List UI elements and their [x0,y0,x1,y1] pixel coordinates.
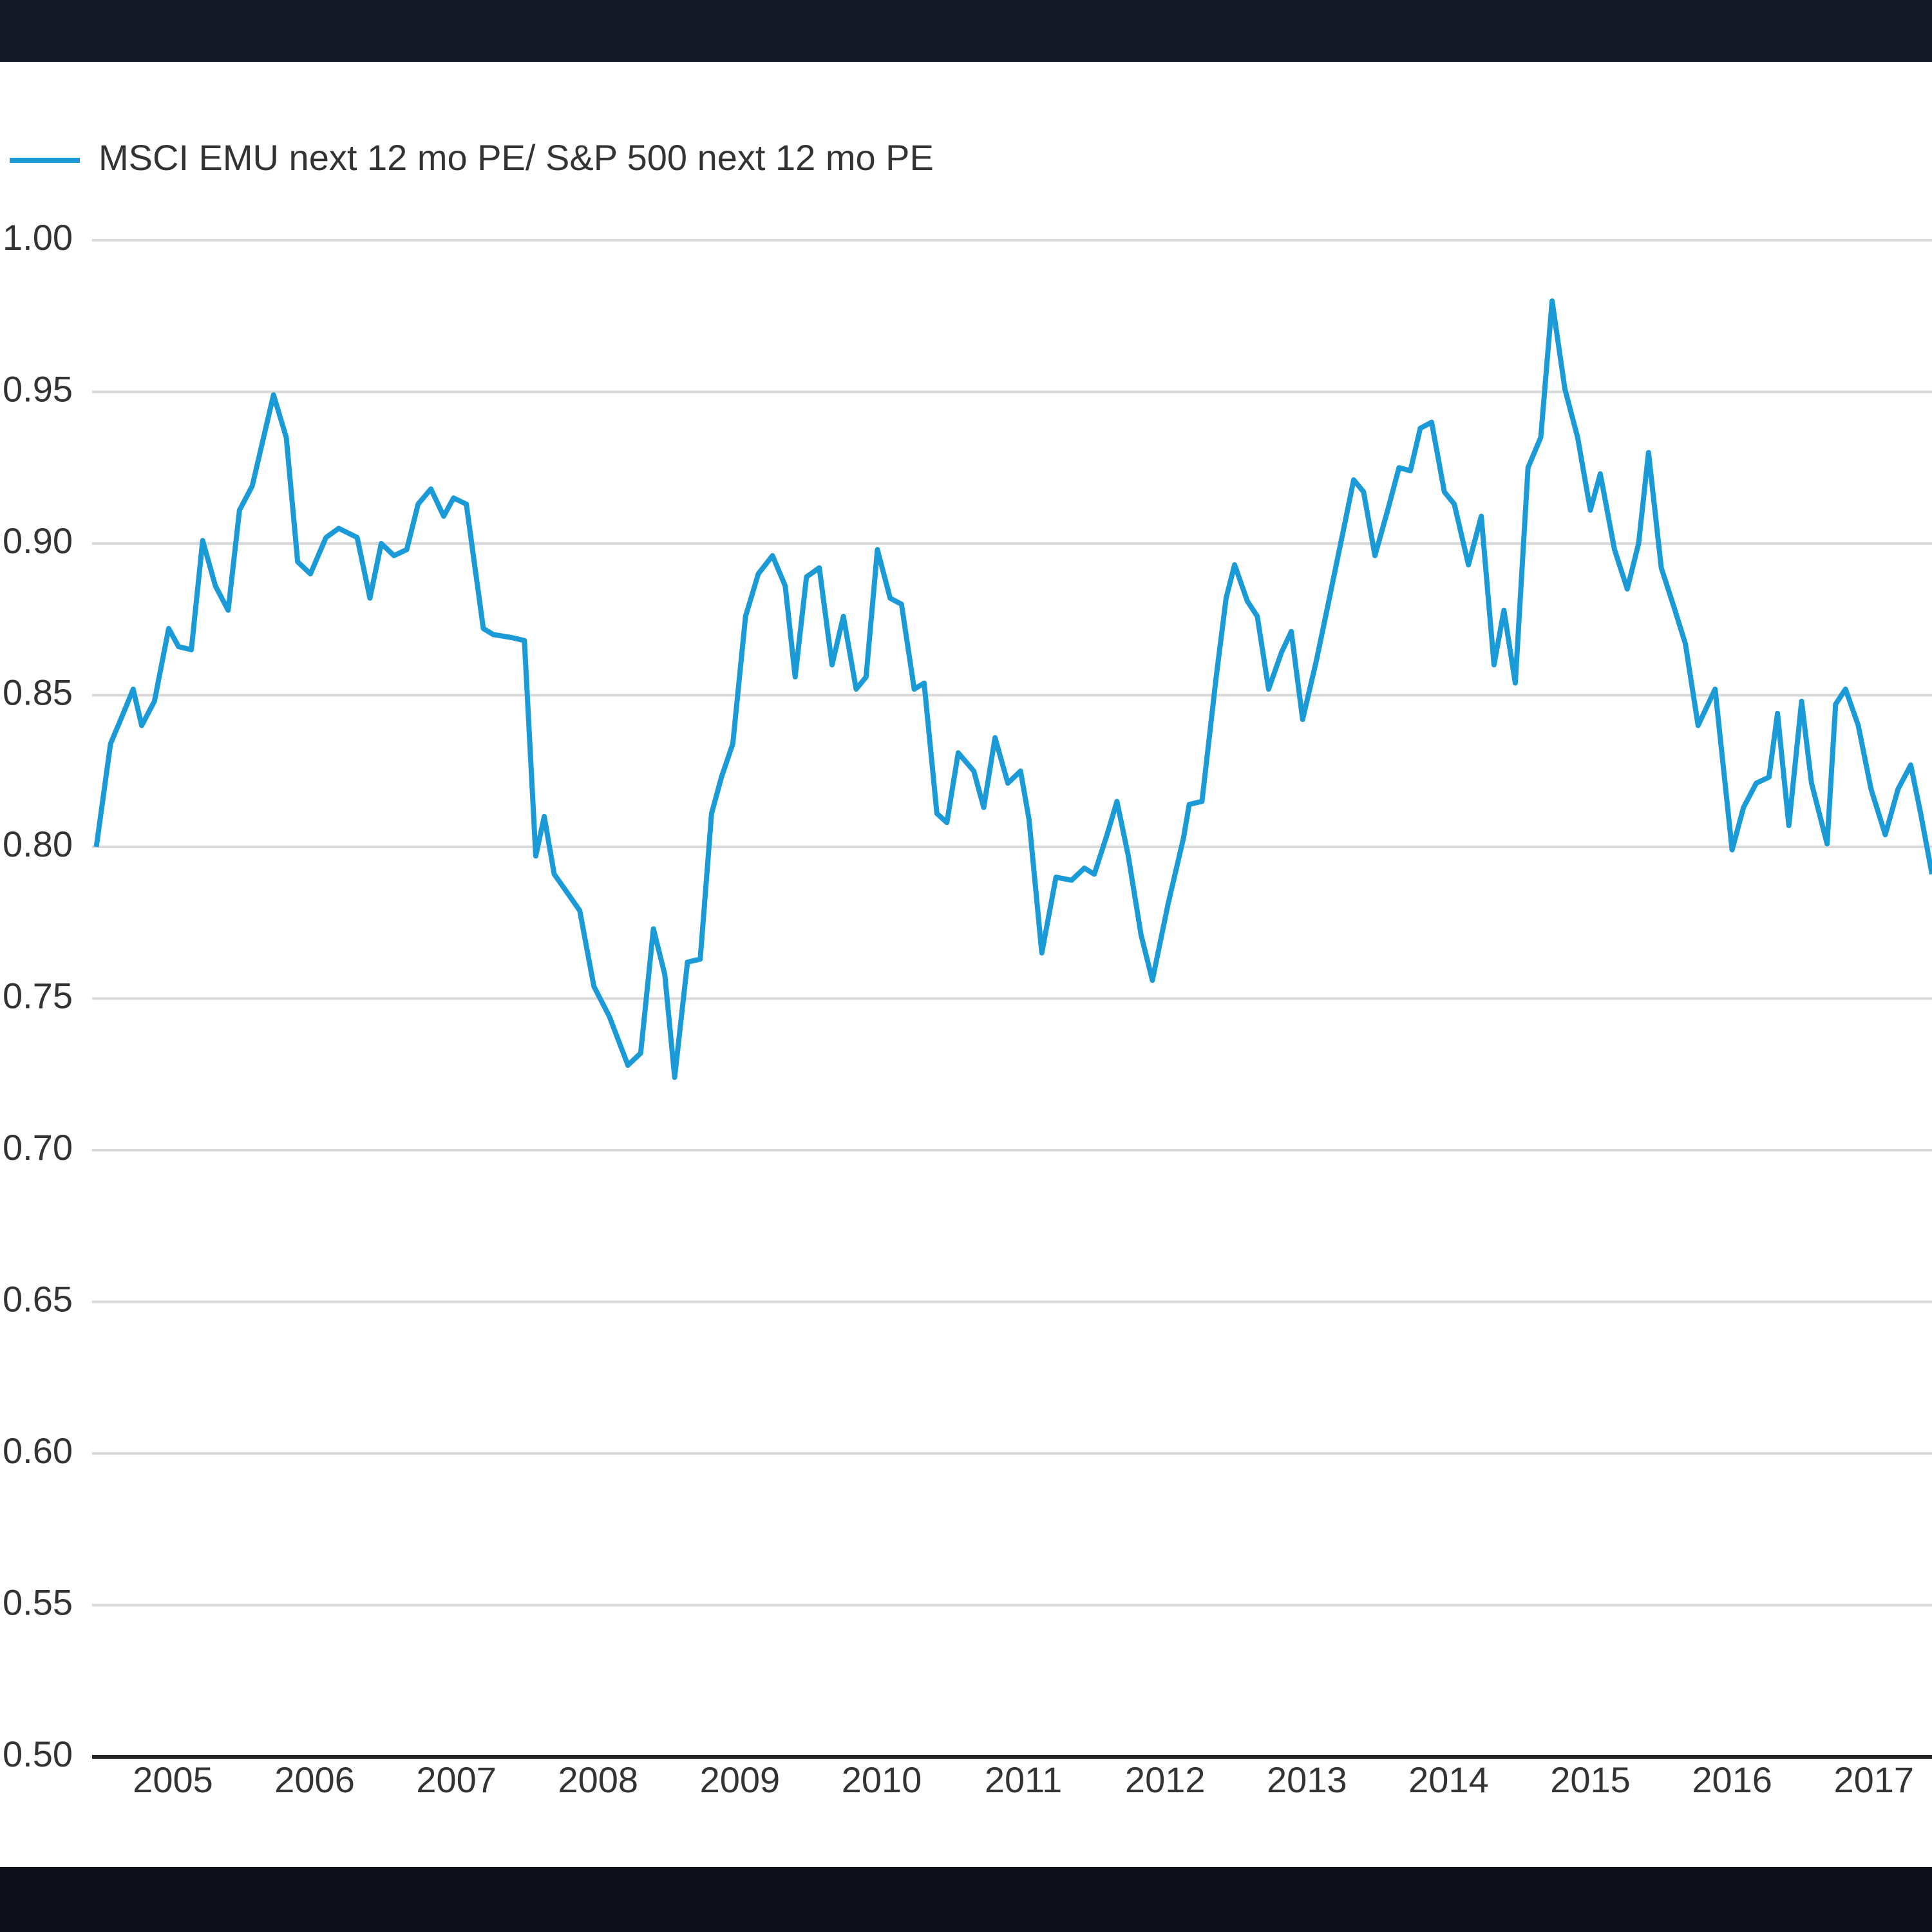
x-tick-label: 2014 [1408,1759,1489,1800]
x-tick-label: 2017 [1833,1759,1914,1800]
x-tick-label: 2010 [842,1759,922,1800]
x-tick-label: 2005 [133,1759,213,1800]
x-tick-label: 2011 [985,1759,1062,1800]
y-tick-label: 0.75 [3,975,73,1016]
x-tick-label: 2008 [558,1759,638,1800]
x-tick-label: 2015 [1550,1759,1631,1800]
y-tick-label: 1.00 [3,217,73,258]
series-line [93,298,1932,1080]
x-tick-label: 2012 [1125,1759,1206,1800]
x-tick-label: 2013 [1267,1759,1347,1800]
y-tick-label: 0.90 [3,520,73,561]
top-band [0,0,1932,62]
y-tick-label: 0.65 [3,1278,73,1319]
y-tick-label: 0.95 [3,368,73,409]
x-tick-label: 2006 [274,1759,355,1800]
y-tick-label: 0.80 [3,824,73,864]
x-tick-label: 2009 [700,1759,781,1800]
legend-label: MSCI EMU next 12 mo PE/ S&P 500 next 12 … [99,137,934,178]
y-tick-label: 0.70 [3,1127,73,1168]
y-tick-label: 0.50 [3,1734,73,1774]
x-tick-label: 2016 [1692,1759,1772,1800]
y-tick-label: 0.60 [3,1430,73,1471]
y-tick-label: 0.85 [3,672,73,712]
y-tick-label: 0.55 [3,1582,73,1622]
bottom-band [0,1867,1932,1932]
x-tick-label: 2007 [416,1759,497,1800]
